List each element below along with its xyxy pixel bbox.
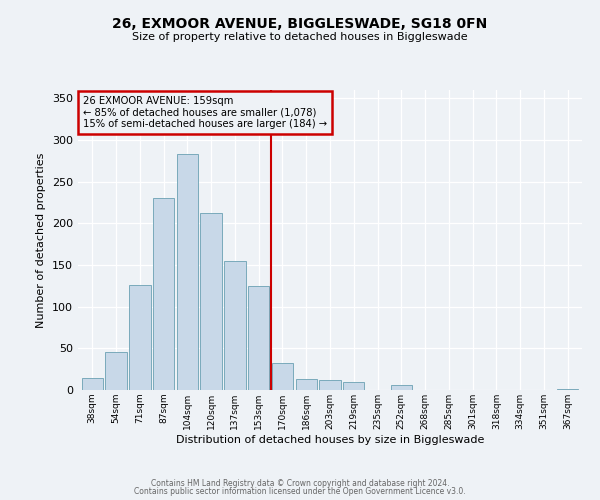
Y-axis label: Number of detached properties: Number of detached properties: [37, 152, 46, 328]
Bar: [82, 378, 103, 390]
Text: Size of property relative to detached houses in Biggleswade: Size of property relative to detached ho…: [132, 32, 468, 42]
Bar: [557, 389, 578, 390]
Bar: [153, 198, 174, 390]
Text: 26, EXMOOR AVENUE, BIGGLESWADE, SG18 0FN: 26, EXMOOR AVENUE, BIGGLESWADE, SG18 0FN: [112, 18, 488, 32]
Bar: [248, 286, 269, 390]
Bar: [343, 382, 364, 390]
Text: Contains HM Land Registry data © Crown copyright and database right 2024.: Contains HM Land Registry data © Crown c…: [151, 478, 449, 488]
Text: Contains public sector information licensed under the Open Government Licence v3: Contains public sector information licen…: [134, 487, 466, 496]
Bar: [272, 362, 293, 390]
Bar: [106, 352, 127, 390]
Bar: [391, 385, 412, 390]
Bar: [319, 380, 341, 390]
Bar: [176, 154, 198, 390]
Text: 26 EXMOOR AVENUE: 159sqm
← 85% of detached houses are smaller (1,078)
15% of sem: 26 EXMOOR AVENUE: 159sqm ← 85% of detach…: [83, 96, 327, 129]
Bar: [129, 285, 151, 390]
X-axis label: Distribution of detached houses by size in Biggleswade: Distribution of detached houses by size …: [176, 434, 484, 444]
Bar: [200, 214, 222, 390]
Bar: [296, 379, 317, 390]
Bar: [224, 261, 245, 390]
